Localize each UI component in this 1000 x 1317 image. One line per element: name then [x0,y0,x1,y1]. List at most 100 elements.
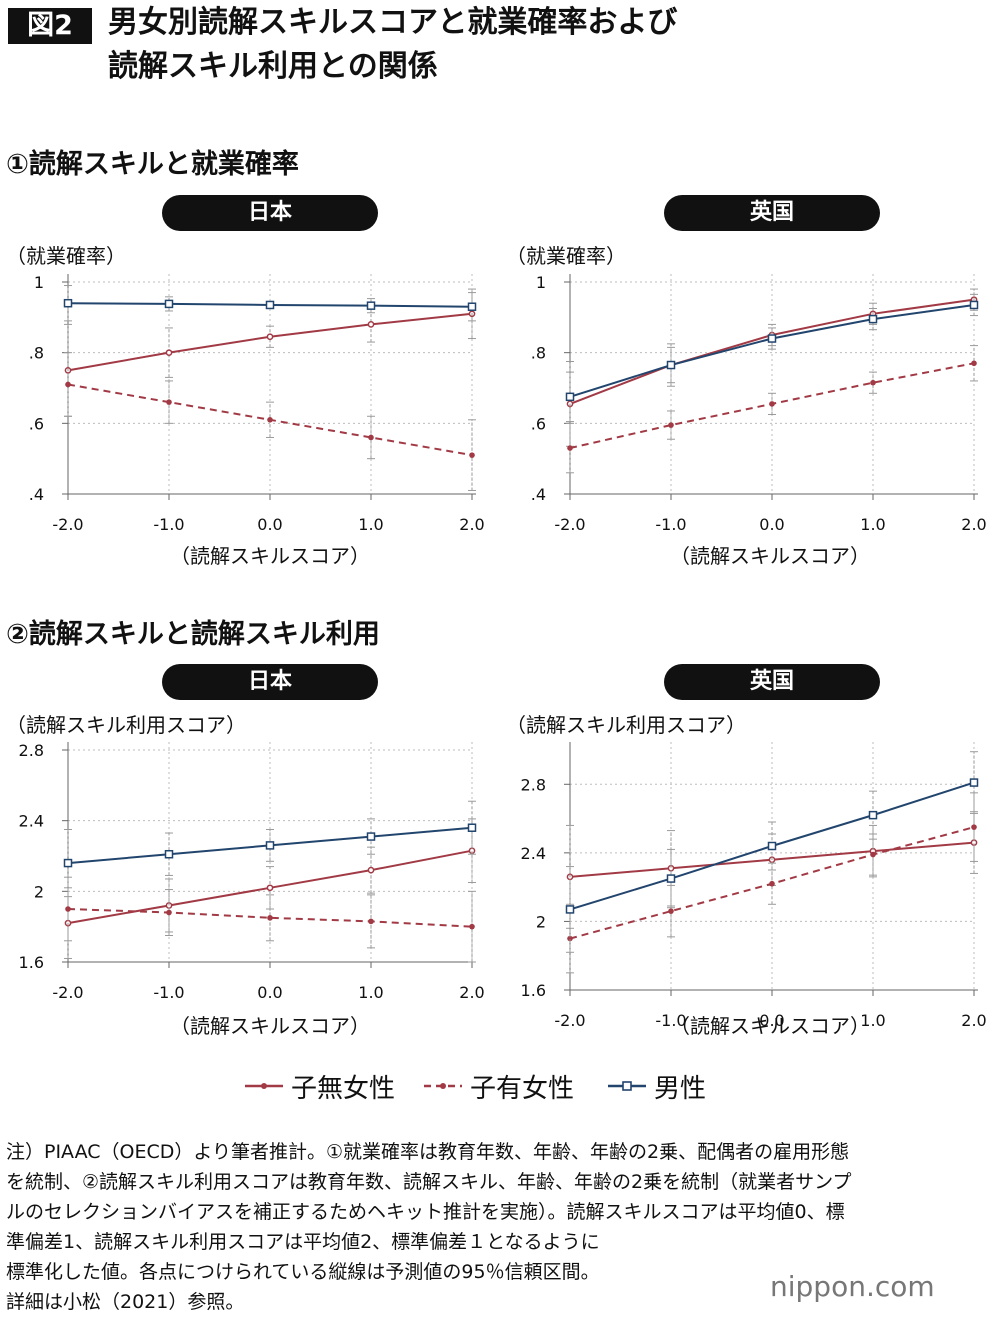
employment-uk-xtick-label-3: 1.0 [860,515,885,534]
y-axis-title-employment-japan: （就業確率） [6,244,126,268]
y-axis-title-usage-japan: （読解スキル利用スコア） [6,713,246,737]
usage-uk-xtick-label-1: -1.0 [655,1011,686,1030]
employment-japan-ytick-label-3: 1 [34,273,44,292]
usage-uk-xtick-label-0: -2.0 [554,1011,585,1030]
country-pill-uk-1: 英国 [664,195,880,231]
usage-uk-xtick-label-4: 2.0 [961,1011,986,1030]
employment-uk-mothers-point-2 [769,401,775,407]
legend-swatch-men [608,1081,646,1091]
usage-japan-mothers-point-4 [469,923,475,930]
employment-uk-ytick-label-0: .4 [531,485,546,504]
usage-japan-men-point-4 [467,823,477,832]
legend-item-men: 男性 [606,1062,726,1110]
employment-uk-xtick-label-4: 2.0 [961,515,986,534]
usage-uk-men-point-1 [666,874,676,883]
usage-japan-men-point-1 [164,849,174,859]
employment-japan-xtick-label-1: -1.0 [153,515,184,534]
usage-japan-mothers-point-3 [368,918,374,925]
legend-label-mothers: 子有女性 [470,1074,575,1104]
employment-japan-xtick-label-3: 1.0 [358,515,383,534]
employment-japan-mothers-point-2 [267,417,273,423]
x-axis-title-employment-japan: （読解スキルスコア） [170,544,370,568]
section-1-title: ①読解スキルと就業確率 [6,149,299,180]
employment-uk-men-point-1 [666,360,676,370]
legend-item-mothers: 子有女性 [422,1062,592,1110]
usage-japan-ytick-label-3: 2.8 [19,741,44,760]
employment-japan-men-point-0 [63,298,73,308]
employment-uk-xtick-label-1: -1.0 [655,515,686,534]
usage-japan-mothers-line [67,908,473,928]
usage-uk-men-point-3 [868,810,878,820]
legend-swatch-childless-women [245,1083,283,1089]
employment-japan-mothers-point-4 [469,452,475,458]
employment-uk-mothers-point-4 [971,360,977,367]
usage-japan-men-point-0 [63,858,73,868]
usage-uk-mothers-point-1 [668,908,674,914]
legend: 子無女性 子有女性 男性 [0,1062,1000,1110]
usage-uk-ytick-label-1: 2 [536,912,546,931]
employment-japan-mothers-point-3 [368,434,374,441]
y-axis-title-usage-uk: （読解スキル利用スコア） [506,713,746,737]
footnote-line-6: 詳細は小松（2021）参照。 [6,1291,245,1313]
x-axis-title-usage-japan: （読解スキルスコア） [170,1014,370,1038]
usage-japan-mothers-point-2 [267,915,273,921]
employment-uk-ytick-label-1: .6 [531,414,546,433]
employment-japan-xtick-label-0: -2.0 [52,515,83,534]
usage-japan-mothers-point-0 [65,906,71,912]
employment-japan-ytick-label-0: .4 [29,485,44,504]
usage-japan-xtick-label-3: 1.0 [358,983,383,1002]
figure-title-line-1: 男女別読解スキルスコアと就業確率および [108,5,678,40]
country-pill-uk-2: 英国 [664,664,880,700]
usage-uk-mothers-point-4 [971,824,977,830]
legend-swatch-mothers [424,1083,462,1089]
country-pill-japan-1: 日本 [162,195,378,231]
usage-japan-mothers-point-1 [166,909,172,916]
usage-uk-mothers-point-2 [769,880,775,887]
usage-uk-mothers-point-3 [870,851,876,858]
usage-japan-men-point-3 [366,832,376,841]
employment-uk-ytick-label-3: 1 [536,273,546,292]
employment-uk-xtick-label-2: 0.0 [759,515,784,534]
brand-logo: nippon.com [770,1270,935,1303]
employment-japan-men-point-1 [164,299,174,309]
footnote: 注）PIAAC（OECD）より筆者推計。①就業確率は教育年数、年齢、年齢の2乗、… [6,1137,996,1317]
usage-uk-xtick-label-2: 0.0 [759,1011,784,1030]
usage-uk-men-point-0 [565,905,575,914]
employment-japan-mothers-point-1 [166,399,172,405]
legend-label-childless-women: 子無女性 [291,1074,396,1104]
usage-uk-ytick-label-3: 2.8 [521,775,546,794]
usage-japan-xtick-label-1: -1.0 [153,983,184,1002]
employment-uk-men-point-4 [969,300,979,310]
usage-japan-childless-women-point-2 [266,884,274,892]
usage-japan-xtick-label-4: 2.0 [459,983,484,1002]
usage-japan-xtick-label-2: 0.0 [257,983,282,1002]
country-pill-japan-2: 日本 [162,664,378,700]
usage-uk-men-point-4 [969,778,979,787]
employment-japan-childless-women-point-3 [367,321,375,328]
employment-uk-ytick-label-2: .8 [531,344,546,363]
usage-uk-ytick-label-2: 2.4 [521,844,546,863]
employment-japan-xtick-label-2: 0.0 [257,515,282,534]
usage-japan-childless-women-point-3 [367,866,375,874]
employment-uk-mothers-point-3 [870,379,876,386]
employment-japan-ytick-label-2: .8 [29,344,44,363]
legend-label-men: 男性 [654,1074,707,1104]
employment-uk-men-point-2 [767,334,777,343]
employment-japan-mothers-point-0 [65,381,71,388]
employment-uk-mothers-point-1 [668,422,674,428]
usage-japan-ytick-label-1: 2 [34,882,44,901]
employment-japan-xtick-label-4: 2.0 [459,515,484,534]
usage-uk-mothers-point-0 [567,935,573,942]
usage-japan-men-point-2 [265,841,275,850]
figure-title-line-2: 読解スキル利用との関係 [108,49,438,84]
footnote-line-5: 標準化した値。各点につけられている縦線は予測値の95％信頼区間。 [6,1261,600,1283]
usage-uk-xtick-label-3: 1.0 [860,1011,885,1030]
section-2-title: ②読解スキルと読解スキル利用 [6,619,380,650]
x-axis-title-usage-uk: （読解スキルスコア） [670,1014,870,1038]
usage-japan-ytick-label-2: 2.4 [19,812,44,831]
usage-uk-men-point-2 [767,841,777,851]
employment-japan-ytick-label-1: .6 [29,414,44,433]
employment-uk-men-point-0 [565,392,575,402]
employment-uk-men-point-3 [868,314,878,324]
